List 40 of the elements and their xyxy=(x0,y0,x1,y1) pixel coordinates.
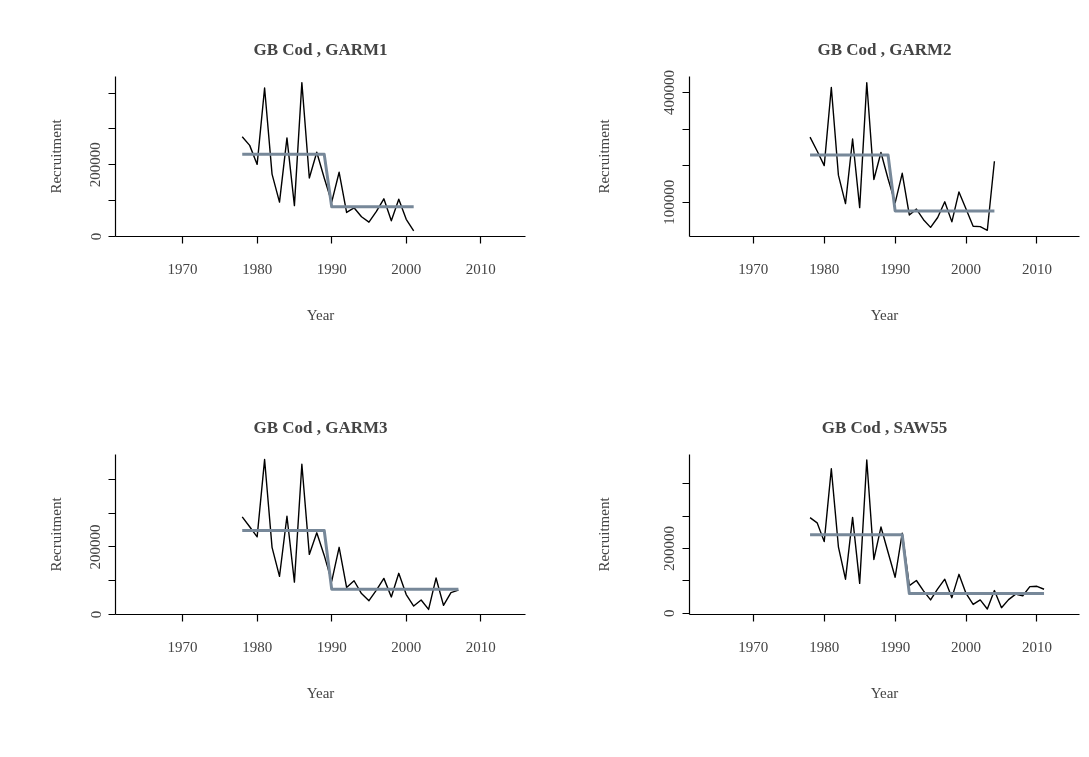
y-tick-label: 0 xyxy=(661,609,678,617)
x-tick-label: 2000 xyxy=(391,638,422,655)
x-tick-label: 1980 xyxy=(809,638,840,655)
x-tick-label: 1970 xyxy=(738,638,769,655)
x-tick-label: 1980 xyxy=(809,260,840,277)
x-tick-label: 1990 xyxy=(316,638,347,655)
x-tick-label: 2010 xyxy=(465,260,496,277)
x-tick-label: 1990 xyxy=(880,260,911,277)
x-tick-label: 1970 xyxy=(167,638,198,655)
x-tick-label: 2000 xyxy=(951,260,982,277)
x-tick-label: 2010 xyxy=(1021,260,1052,277)
x-tick-label: 1970 xyxy=(738,260,769,277)
x-tick-label: 1990 xyxy=(880,638,911,655)
y-tick-label: 200000 xyxy=(661,525,678,571)
x-tick-label: 2000 xyxy=(951,638,982,655)
chart-title: GB Cod , GARM2 xyxy=(817,39,952,59)
y-tick-label: 0 xyxy=(87,610,104,619)
y-tick-label: 200000 xyxy=(87,142,104,188)
x-tick-label: 1980 xyxy=(242,260,273,277)
x-tick-label: 1990 xyxy=(316,260,347,277)
x-tick-label: 2010 xyxy=(465,638,496,655)
x-tick-label: 2010 xyxy=(1021,638,1052,655)
x-tick-label: 1970 xyxy=(167,260,198,277)
x-axis-title: Year xyxy=(306,684,335,701)
x-tick-label: 1980 xyxy=(242,638,273,655)
y-tick-label: 0 xyxy=(87,232,104,241)
y-axis-title: Recruitment xyxy=(47,496,64,572)
y-axis-title: Recruitment xyxy=(595,496,612,572)
y-tick-label: 200000 xyxy=(87,524,104,570)
x-axis-title: Year xyxy=(870,306,899,323)
y-axis-title: Recruitment xyxy=(47,118,64,194)
chart-title: GB Cod , GARM3 xyxy=(253,417,388,437)
chart-title: GB Cod , SAW55 xyxy=(821,417,948,437)
y-tick-label: 100000 xyxy=(661,179,678,225)
x-axis-title: Year xyxy=(870,684,899,701)
y-tick-label: 400000 xyxy=(661,70,678,116)
y-axis-title: Recruitment xyxy=(595,118,612,194)
x-axis-title: Year xyxy=(306,306,335,323)
x-tick-label: 2000 xyxy=(391,260,422,277)
chart-title: GB Cod , GARM1 xyxy=(253,39,388,59)
